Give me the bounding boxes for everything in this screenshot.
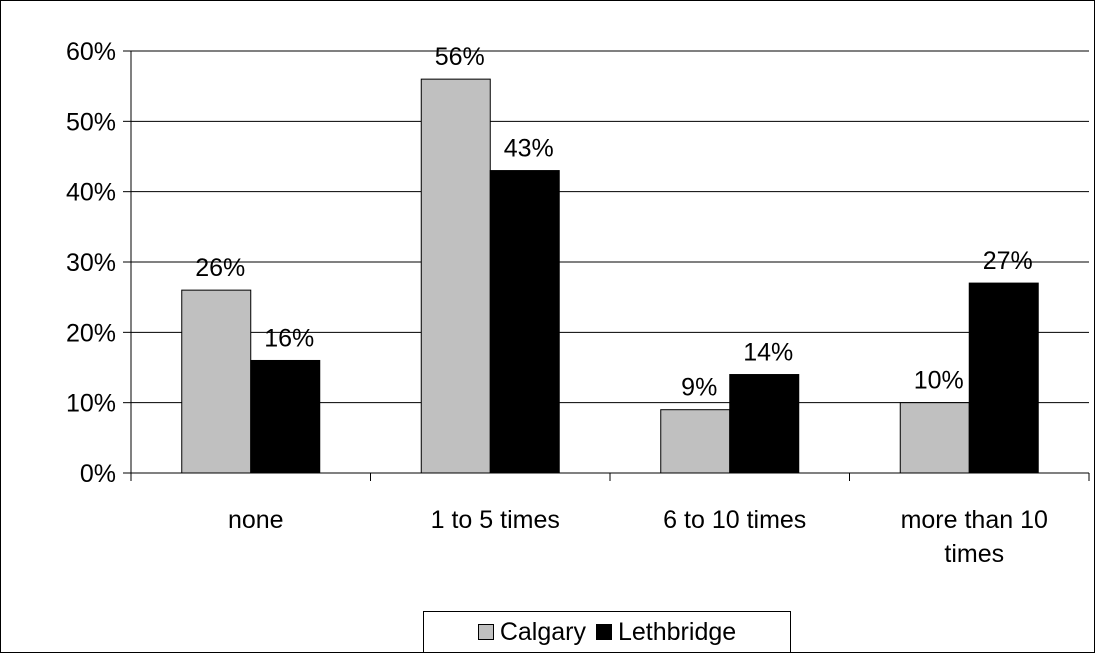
- bar-lethbridge: [250, 359, 321, 474]
- data-label: 27%: [983, 247, 1033, 275]
- y-tick-label: 20%: [66, 319, 116, 347]
- bar-lethbridge: [968, 282, 1039, 474]
- bar-calgary: [899, 402, 970, 474]
- y-tick-label: 50%: [66, 108, 116, 136]
- data-label: 26%: [195, 254, 245, 282]
- data-label: 10%: [914, 367, 964, 395]
- legend: Calgary Lethbridge: [423, 611, 791, 653]
- legend-swatch-lethbridge: [596, 624, 612, 640]
- legend-label-calgary: Calgary: [499, 617, 586, 646]
- y-tick-label: 60%: [66, 38, 116, 66]
- bar-calgary: [420, 78, 491, 474]
- category-label: more than 10 times: [901, 506, 1048, 568]
- y-tick-label: 0%: [80, 460, 116, 488]
- y-tick-label: 10%: [66, 390, 116, 418]
- legend-label-lethbridge: Lethbridge: [618, 617, 737, 646]
- category-label: 6 to 10 times: [663, 506, 806, 534]
- data-label: 16%: [264, 324, 314, 352]
- data-label: 14%: [743, 339, 793, 367]
- bar-lethbridge: [729, 374, 800, 474]
- bar-lethbridge: [489, 170, 560, 474]
- y-tick-label: 30%: [66, 249, 116, 277]
- bar-calgary: [660, 409, 731, 474]
- y-tick-label: 40%: [66, 179, 116, 207]
- legend-item-lethbridge: Lethbridge: [596, 618, 736, 647]
- data-label: 9%: [681, 374, 717, 402]
- category-label: none: [228, 506, 284, 534]
- legend-swatch-calgary: [477, 624, 494, 640]
- data-label: 56%: [435, 43, 485, 71]
- bar-calgary: [181, 289, 252, 474]
- legend-item-calgary: Calgary: [477, 617, 586, 647]
- category-label: 1 to 5 times: [431, 506, 560, 534]
- data-label: 43%: [504, 135, 554, 163]
